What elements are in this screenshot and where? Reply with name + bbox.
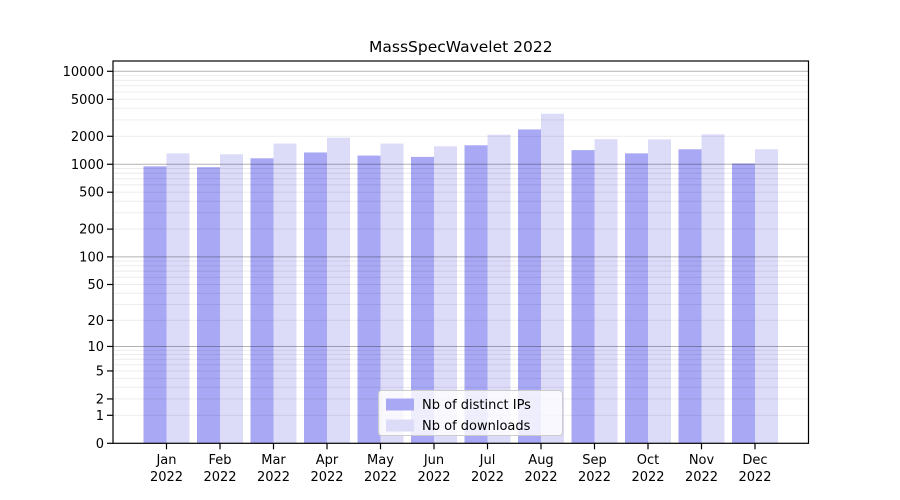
y-tick-label: 20 (87, 314, 104, 329)
bar-distinct-ips-may (357, 155, 381, 444)
x-tick-label-month: Jun (423, 453, 444, 468)
x-tick-label-month: Feb (208, 453, 231, 468)
bar-downloads-mar (273, 143, 297, 444)
bar-downloads-feb (220, 154, 243, 444)
y-tick-label: 5 (96, 364, 104, 379)
legend: Nb of distinct IPs Nb of downloads (378, 390, 563, 436)
bar-distinct-ips-jun (411, 156, 434, 444)
x-tick-label-month: Aug (528, 453, 553, 468)
bar-downloads-dec (755, 149, 778, 444)
bar-distinct-ips-mar (250, 158, 274, 444)
bar-downloads-sep (594, 139, 618, 444)
bar-distinct-ips-jan (143, 166, 167, 444)
x-tick-label-year: 2022 (257, 470, 290, 485)
gridlines-layer (113, 70, 809, 416)
plot-frame (112, 60, 810, 444)
x-tick-label-month: Nov (689, 453, 715, 468)
y-tick-label: 10 (87, 340, 104, 355)
bar-downloads-may (380, 143, 404, 444)
x-tick-label-month: Jan (155, 453, 176, 468)
x-tick-label-month: May (367, 453, 394, 468)
bar-distinct-ips-aug (518, 129, 541, 444)
y-tick-label: 1 (96, 409, 104, 424)
y-tick-label: 200 (79, 223, 104, 238)
legend-swatch-distinct-ips (386, 398, 414, 411)
x-tick-label-month: Oct (637, 453, 659, 468)
axes-frame-layer (112, 60, 810, 444)
x-tick-label-year: 2022 (310, 470, 343, 485)
ticks-layer: 100005000200010005002001005020105210Jan2… (63, 65, 772, 485)
x-tick-label-year: 2022 (578, 470, 611, 485)
bar-downloads-apr (327, 137, 350, 444)
x-tick-label-year: 2022 (524, 470, 557, 485)
y-tick-label: 1000 (71, 158, 104, 173)
x-tick-label-year: 2022 (631, 470, 664, 485)
x-tick-label-month: Mar (261, 453, 286, 468)
bar-downloads-aug (541, 113, 564, 444)
y-tick-label: 2 (96, 392, 104, 407)
bar-distinct-ips-oct (625, 153, 648, 444)
y-tick-label: 100 (79, 250, 104, 265)
bar-distinct-ips-jul (464, 145, 488, 444)
x-tick-label-year: 2022 (364, 470, 397, 485)
legend-label-distinct-ips: Nb of distinct IPs (422, 398, 531, 413)
bar-distinct-ips-sep (571, 150, 595, 444)
chart-title: MassSpecWavelet 2022 (369, 38, 553, 56)
bar-distinct-ips-dec (732, 163, 755, 444)
x-tick-label-year: 2022 (417, 470, 450, 485)
bar-downloads-jun (434, 146, 457, 444)
legend-box (378, 390, 563, 436)
bars-layer (143, 113, 778, 444)
y-tick-label: 500 (79, 186, 104, 201)
bar-downloads-oct (648, 139, 671, 444)
y-tick-label: 50 (87, 278, 104, 293)
bar-distinct-ips-feb (197, 167, 220, 444)
x-tick-label-month: Jul (479, 453, 496, 468)
bar-downloads-jul (487, 134, 511, 444)
x-tick-label-month: Apr (316, 453, 339, 468)
x-tick-label-month: Sep (582, 453, 607, 468)
y-tick-label: 2000 (71, 130, 104, 145)
x-tick-label-year: 2022 (150, 470, 183, 485)
bar-distinct-ips-apr (304, 152, 327, 444)
x-tick-label-month: Dec (742, 453, 767, 468)
bar-downloads-nov (701, 134, 725, 444)
bar-downloads-jan (166, 153, 190, 444)
x-tick-label-year: 2022 (685, 470, 718, 485)
y-tick-label: 10000 (63, 65, 104, 80)
y-tick-label: 0 (96, 437, 104, 452)
x-tick-label-year: 2022 (738, 470, 771, 485)
x-tick-label-year: 2022 (203, 470, 236, 485)
y-tick-label: 5000 (71, 93, 104, 108)
bar-distinct-ips-nov (678, 149, 702, 444)
legend-swatch-downloads (386, 419, 414, 432)
x-tick-label-year: 2022 (471, 470, 504, 485)
legend-label-downloads: Nb of downloads (422, 419, 531, 434)
